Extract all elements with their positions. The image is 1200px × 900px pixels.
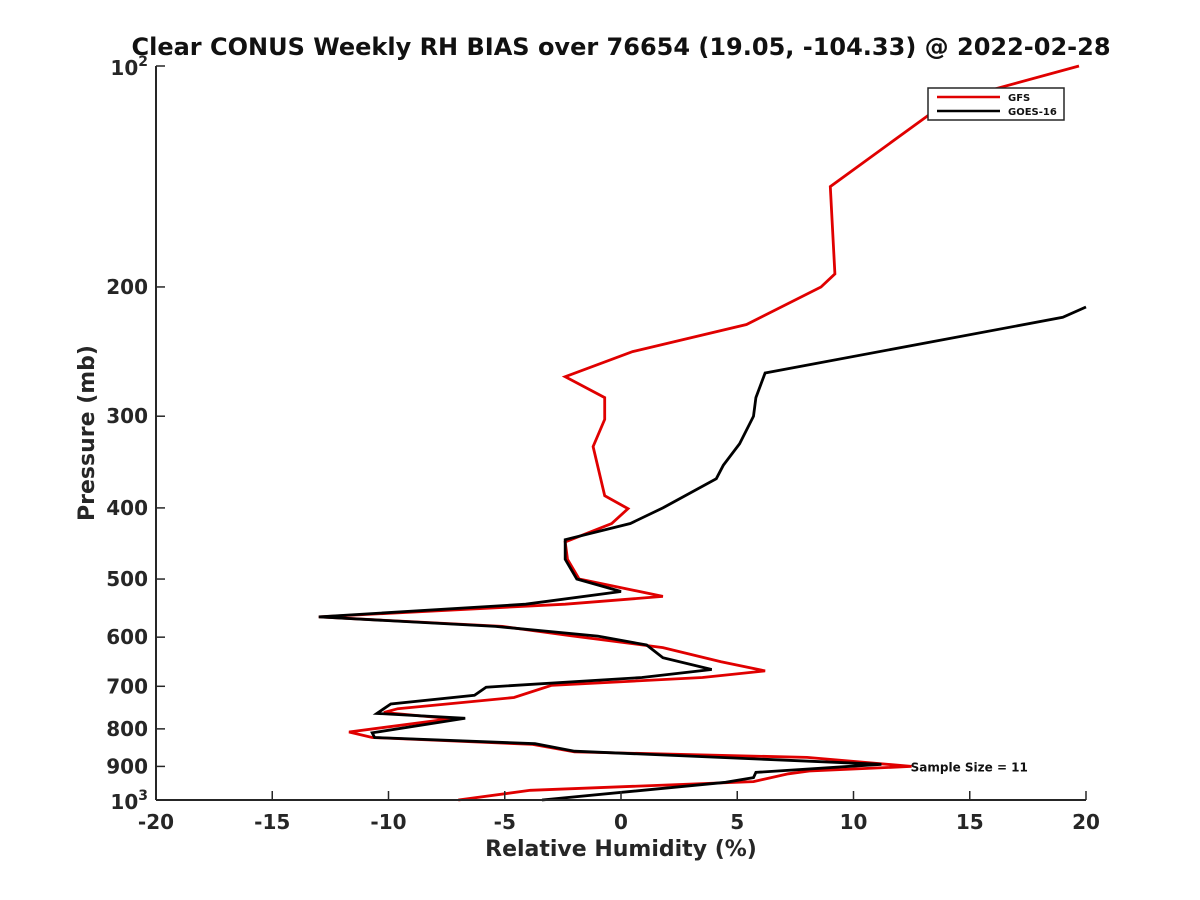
- legend-box: [927, 87, 1065, 121]
- legend-label-goes16: GOES-16: [1008, 107, 1057, 118]
- x-tick-label: 15: [956, 810, 984, 834]
- x-tick-label: 10: [840, 810, 868, 834]
- y-tick-label: 600: [106, 625, 148, 649]
- y-tick-label: 900: [106, 754, 148, 778]
- x-tick-label: -20: [138, 810, 174, 834]
- series-line-goes16: [318, 305, 1087, 802]
- x-tick-label: 5: [730, 810, 744, 834]
- x-tick-label: 0: [614, 810, 628, 834]
- y-tick-label-power: 103: [110, 788, 148, 814]
- series-lines: [318, 64, 1087, 802]
- y-tick-label: 500: [106, 567, 148, 591]
- y-tick-label: 400: [106, 496, 148, 520]
- series-line-gfs: [318, 64, 1080, 802]
- y-tick-label-power: 102: [110, 54, 148, 80]
- x-tick-label: -15: [254, 810, 290, 834]
- legend-label-gfs: GFS: [1008, 93, 1030, 104]
- x-tick-label: 20: [1072, 810, 1100, 834]
- y-tick-label: 800: [106, 717, 148, 741]
- y-tick-label: 200: [106, 275, 148, 299]
- chart-legend: GFS GOES-16: [927, 87, 1065, 121]
- y-tick-label: 700: [106, 674, 148, 698]
- y-axis-label: Pressure (mb): [75, 345, 100, 521]
- x-axis-label: Relative Humidity (%): [485, 837, 757, 862]
- x-tick-label: -5: [494, 810, 516, 834]
- x-tick-label: -10: [370, 810, 406, 834]
- y-axis-ticks: 200 300 400 500 600 700 800 900 102 103: [106, 54, 165, 814]
- x-axis-ticks: -20 -15 -10 -5 0 5 10 15 20: [138, 791, 1100, 834]
- y-tick-label: 300: [106, 404, 148, 428]
- sample-size-annotation: Sample Size = 11: [911, 760, 1028, 774]
- chart-title: Clear CONUS Weekly RH BIAS over 76654 (1…: [131, 33, 1110, 61]
